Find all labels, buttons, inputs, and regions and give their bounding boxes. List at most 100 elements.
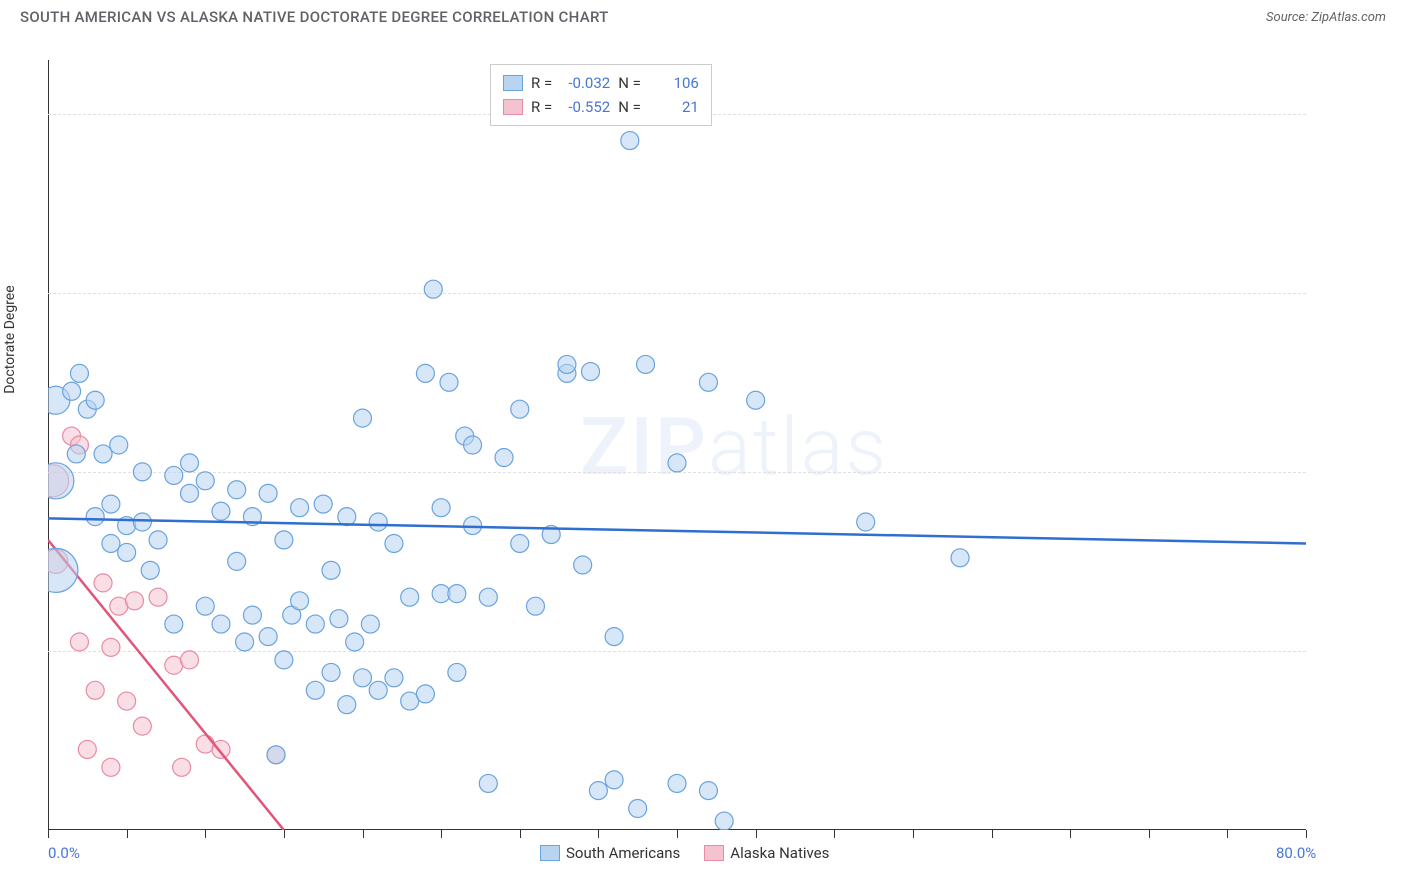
x-tick-mark (363, 830, 364, 838)
data-point (102, 638, 120, 656)
data-point (275, 531, 293, 549)
data-point (346, 633, 364, 651)
data-point (267, 746, 285, 764)
x-tick-mark (284, 830, 285, 838)
x-tick-label: 0.0% (48, 844, 80, 862)
data-point (181, 651, 199, 669)
data-point (291, 499, 309, 517)
data-point (125, 592, 143, 610)
data-point (48, 463, 74, 499)
data-point (196, 597, 214, 615)
data-point (133, 717, 151, 735)
x-tick-mark (1227, 830, 1228, 838)
data-point (110, 436, 128, 454)
data-point (637, 355, 655, 373)
data-point (141, 561, 159, 579)
data-point (86, 391, 104, 409)
x-tick-mark (598, 830, 599, 838)
data-point (668, 774, 686, 792)
data-point (582, 363, 600, 381)
data-point (102, 534, 120, 552)
legend-swatch-blue (540, 845, 560, 861)
data-point (747, 391, 765, 409)
x-tick-mark (1070, 830, 1071, 838)
chart-header: SOUTH AMERICAN VS ALASKA NATIVE DOCTORAT… (0, 0, 1406, 34)
data-point (322, 663, 340, 681)
data-point (715, 812, 733, 830)
data-point (385, 534, 403, 552)
legend-item-alaska-natives: Alaska Natives (704, 844, 829, 862)
data-point (70, 633, 88, 651)
data-point (259, 484, 277, 502)
stats-swatch-blue (503, 75, 523, 91)
data-point (448, 663, 466, 681)
data-point (181, 484, 199, 502)
x-tick-mark (992, 830, 993, 838)
data-point (369, 513, 387, 531)
data-point (165, 615, 183, 633)
data-point (605, 771, 623, 789)
data-point (306, 681, 324, 699)
data-point (354, 409, 372, 427)
trend-line (48, 540, 284, 830)
data-point (48, 548, 78, 592)
data-point (479, 774, 497, 792)
data-point (86, 508, 104, 526)
data-point (605, 628, 623, 646)
data-point (668, 454, 686, 472)
data-point (70, 364, 88, 382)
data-point (330, 610, 348, 628)
data-point (94, 574, 112, 592)
source-label: Source: ZipAtlas.com (1266, 10, 1386, 25)
data-point (857, 513, 875, 531)
stats-swatch-pink (503, 99, 523, 115)
data-point (495, 449, 513, 467)
legend-swatch-pink (704, 845, 724, 861)
data-point (511, 400, 529, 418)
data-point (165, 466, 183, 484)
x-tick-label: 80.0% (1276, 844, 1316, 862)
data-point (511, 534, 529, 552)
data-point (558, 355, 576, 373)
data-point (699, 373, 717, 391)
data-point (629, 800, 647, 818)
x-tick-mark (127, 830, 128, 838)
data-point (354, 669, 372, 687)
data-point (291, 592, 309, 610)
data-point (196, 472, 214, 490)
data-point (699, 782, 717, 800)
data-point (102, 495, 120, 513)
stats-row-2: R = -0.552 N = 21 (503, 95, 699, 119)
data-point (385, 669, 403, 687)
data-point (228, 481, 246, 499)
data-point (149, 588, 167, 606)
legend-item-south-americans: South Americans (540, 844, 680, 862)
data-point (228, 552, 246, 570)
x-tick-mark (1306, 830, 1307, 838)
x-tick-mark (441, 830, 442, 838)
data-point (181, 454, 199, 472)
stats-row-1: R = -0.032 N = 106 (503, 71, 699, 95)
data-point (212, 615, 230, 633)
data-point (479, 588, 497, 606)
data-point (416, 364, 434, 382)
chart-svg (48, 60, 1306, 830)
data-point (464, 436, 482, 454)
data-point (338, 508, 356, 526)
data-point (133, 463, 151, 481)
data-point (338, 696, 356, 714)
data-point (574, 556, 592, 574)
data-point (149, 531, 167, 549)
data-point (526, 597, 544, 615)
x-tick-mark (205, 830, 206, 838)
x-tick-mark (520, 830, 521, 838)
data-point (589, 782, 607, 800)
data-point (118, 692, 136, 710)
data-point (94, 445, 112, 463)
legend-label: Alaska Natives (730, 844, 829, 862)
data-point (440, 373, 458, 391)
x-tick-mark (834, 830, 835, 838)
data-point (275, 651, 293, 669)
data-point (369, 681, 387, 699)
x-tick-mark (913, 830, 914, 838)
